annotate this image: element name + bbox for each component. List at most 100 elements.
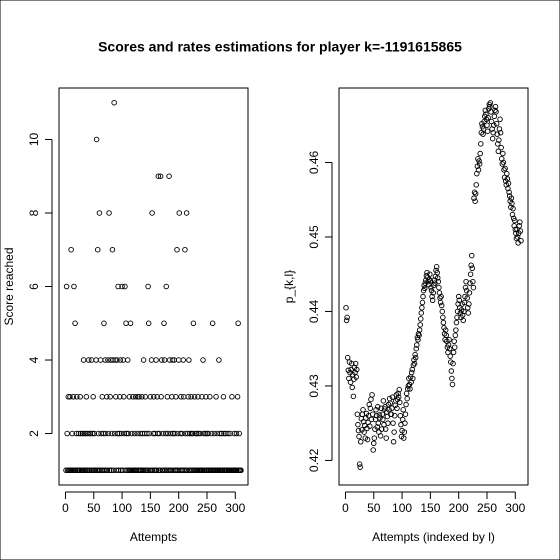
point bbox=[93, 136, 100, 143]
point bbox=[439, 308, 446, 315]
point bbox=[145, 320, 152, 327]
point bbox=[67, 394, 73, 400]
point bbox=[410, 375, 416, 382]
point bbox=[374, 404, 381, 410]
point bbox=[65, 394, 72, 400]
point bbox=[487, 103, 493, 110]
point bbox=[161, 320, 167, 327]
point bbox=[162, 467, 168, 474]
point bbox=[378, 426, 385, 432]
point bbox=[102, 430, 109, 437]
point bbox=[405, 383, 412, 389]
point bbox=[154, 430, 161, 437]
point bbox=[195, 430, 202, 437]
point bbox=[157, 467, 163, 474]
point bbox=[408, 369, 415, 376]
point bbox=[96, 210, 103, 216]
point bbox=[81, 430, 87, 437]
point bbox=[139, 394, 145, 400]
point bbox=[451, 338, 457, 344]
x-tick-label: 200 bbox=[449, 501, 469, 515]
point bbox=[376, 412, 383, 418]
y-tick-label: 0.42 bbox=[307, 448, 321, 472]
point bbox=[195, 394, 201, 400]
point bbox=[438, 293, 444, 300]
point bbox=[356, 433, 362, 440]
point bbox=[472, 191, 479, 197]
point bbox=[395, 390, 401, 397]
point bbox=[80, 357, 87, 363]
point bbox=[379, 411, 386, 417]
point bbox=[114, 357, 120, 363]
point bbox=[101, 467, 108, 474]
y-axis-label: Score reached bbox=[2, 247, 16, 325]
point bbox=[501, 167, 507, 173]
point bbox=[110, 357, 116, 363]
point bbox=[400, 407, 406, 413]
point bbox=[368, 416, 375, 423]
point bbox=[124, 357, 131, 363]
point bbox=[390, 420, 396, 426]
point bbox=[121, 394, 127, 400]
point bbox=[350, 393, 357, 400]
point bbox=[145, 283, 151, 290]
x-tick-label: 150 bbox=[420, 501, 440, 515]
point bbox=[438, 302, 445, 309]
point bbox=[454, 314, 460, 321]
point bbox=[207, 394, 213, 400]
point bbox=[220, 394, 227, 400]
point bbox=[460, 317, 466, 324]
point bbox=[484, 128, 491, 134]
point bbox=[72, 320, 78, 327]
point bbox=[166, 173, 172, 179]
point bbox=[500, 150, 506, 157]
point bbox=[389, 394, 396, 400]
point bbox=[174, 246, 180, 253]
point bbox=[476, 158, 482, 164]
point bbox=[80, 467, 86, 474]
point bbox=[419, 304, 425, 311]
point bbox=[470, 284, 477, 291]
point bbox=[165, 467, 172, 474]
x-tick-label: 150 bbox=[140, 501, 160, 515]
point bbox=[355, 421, 361, 428]
point bbox=[440, 319, 447, 326]
point bbox=[153, 467, 160, 474]
point bbox=[190, 430, 196, 437]
point bbox=[343, 317, 350, 324]
x-axis-label: Attempts bbox=[130, 530, 177, 544]
y-tick-label: 8 bbox=[27, 209, 41, 216]
point bbox=[485, 115, 491, 121]
point bbox=[74, 394, 80, 400]
point bbox=[371, 435, 378, 441]
point bbox=[476, 161, 483, 167]
point bbox=[416, 327, 423, 333]
point bbox=[418, 310, 425, 316]
point bbox=[144, 467, 151, 474]
point bbox=[510, 205, 516, 212]
point bbox=[163, 283, 169, 290]
point bbox=[465, 310, 472, 316]
point bbox=[182, 246, 188, 253]
point bbox=[70, 394, 77, 400]
point bbox=[353, 374, 359, 380]
point bbox=[434, 275, 441, 281]
point bbox=[497, 129, 504, 136]
point bbox=[374, 424, 380, 430]
point bbox=[475, 167, 482, 173]
point bbox=[449, 381, 456, 388]
y-tick-label: 4 bbox=[27, 356, 41, 363]
point bbox=[448, 368, 455, 374]
point bbox=[420, 293, 426, 300]
point bbox=[221, 430, 227, 437]
point bbox=[218, 430, 225, 437]
point bbox=[105, 430, 112, 437]
point bbox=[447, 353, 453, 359]
point bbox=[117, 394, 123, 400]
x-tick-label: 50 bbox=[367, 501, 381, 515]
point bbox=[168, 467, 175, 474]
point bbox=[385, 420, 391, 426]
point bbox=[394, 405, 400, 412]
point bbox=[118, 430, 125, 437]
point bbox=[209, 320, 216, 327]
